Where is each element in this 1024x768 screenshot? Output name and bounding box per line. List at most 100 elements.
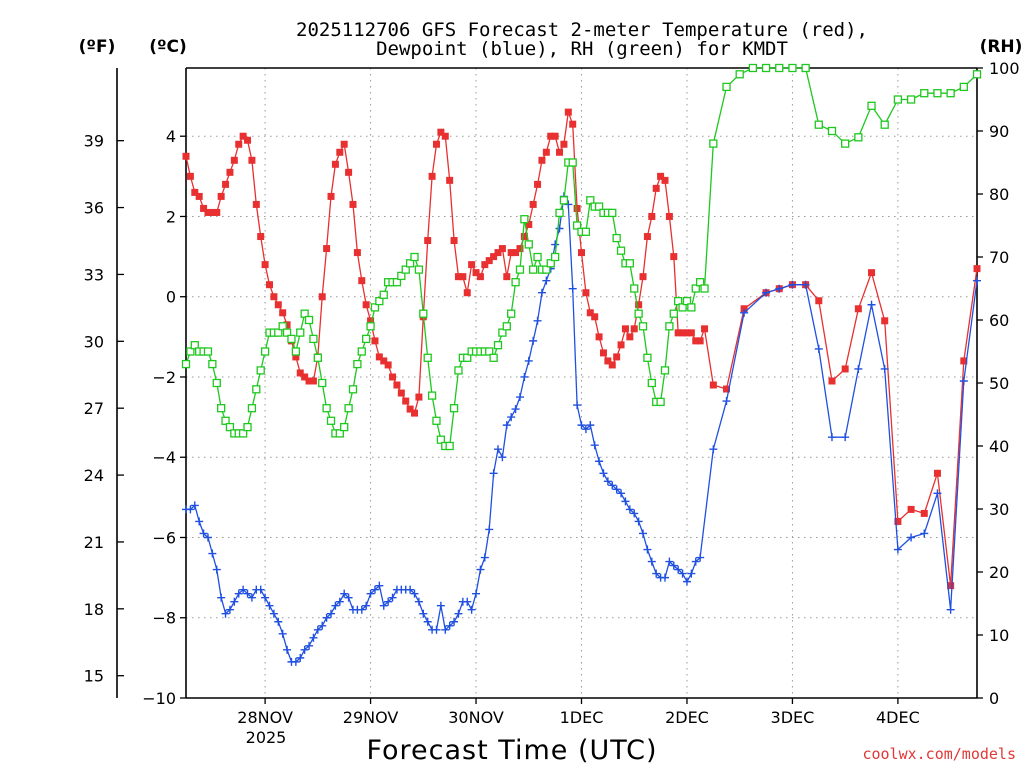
dewpoint-point <box>472 589 481 598</box>
dewpoint-point <box>234 589 243 598</box>
2-meter-temperature-point <box>463 289 471 297</box>
rh-point <box>221 416 230 425</box>
dewpoint-point <box>660 573 669 582</box>
dewpoint-line <box>186 194 978 663</box>
2-meter-temperature-point <box>841 365 849 373</box>
x-tick-label: 29NOV <box>343 708 399 727</box>
dewpoint-point <box>436 601 445 610</box>
2-meter-temperature-point <box>595 333 603 341</box>
2-meter-temperature-point <box>446 176 454 184</box>
rh-point <box>313 353 322 362</box>
2-meter-temperature-point <box>639 273 647 281</box>
2-meter-temperature-point <box>239 132 247 140</box>
2-meter-temperature-point <box>226 168 234 176</box>
2-meter-temperature-point <box>635 301 643 309</box>
2-meter-temperature-point <box>534 180 542 188</box>
2-meter-temperature-point <box>358 277 366 285</box>
2-meter-temperature-point <box>213 208 221 216</box>
celsius-unit-label: (ºC) <box>149 37 187 57</box>
rh-point <box>678 303 687 312</box>
dewpoint-point <box>577 421 586 430</box>
x-tick-label: 4DEC <box>876 708 920 727</box>
2-meter-temperature-point <box>538 156 546 164</box>
dewpoint-point <box>933 489 942 498</box>
dewpoint-point <box>450 617 459 626</box>
dewpoint-point <box>406 585 415 594</box>
dewpoint-point <box>432 625 441 634</box>
2-meter-temperature-point <box>270 293 278 301</box>
dewpoint-point <box>529 336 538 345</box>
fahrenheit-tick-label: 36 <box>84 199 104 218</box>
rh-point <box>735 70 744 79</box>
2-meter-temperature-point <box>230 156 238 164</box>
rh-point <box>181 359 191 369</box>
2-meter-temperature-point <box>687 329 695 337</box>
rh-point <box>348 385 358 394</box>
dewpoint-point <box>595 457 604 466</box>
2-meter-temperature-point <box>498 245 506 253</box>
fahrenheit-tick-label: 24 <box>84 466 104 485</box>
2-meter-temperature-point <box>476 273 484 281</box>
rh-point <box>608 208 617 218</box>
dewpoint-point <box>212 565 221 574</box>
dewpoint-point <box>441 625 450 634</box>
rh-point <box>520 215 529 224</box>
dewpoint-point <box>186 505 195 514</box>
2-meter-temperature-point <box>582 289 590 297</box>
dewpoint-point <box>265 601 274 610</box>
dewpoint-point <box>608 481 617 490</box>
dewpoint-point <box>340 589 349 598</box>
dewpoint-point <box>309 633 318 642</box>
2-meter-temperature-point <box>854 305 862 313</box>
rh-point <box>625 259 634 268</box>
celsius-tick-label: −2 <box>152 368 176 387</box>
dewpoint-point <box>682 577 691 586</box>
rh-point <box>775 63 784 73</box>
rh-point <box>533 252 542 262</box>
x-tick-label: 28NOV <box>237 708 293 727</box>
2-meter-temperature-point <box>362 301 370 309</box>
rh-point <box>498 328 507 337</box>
celsius-tick-label: 2 <box>166 207 176 226</box>
dewpoint-point <box>537 288 546 297</box>
rh-point <box>419 309 428 318</box>
dewpoint-point <box>239 585 248 594</box>
2-meter-temperature-point <box>569 120 577 128</box>
rh-point <box>366 322 375 331</box>
rh-point <box>405 259 415 268</box>
dewpoint-point <box>331 601 340 610</box>
dewpoint-point <box>788 280 797 289</box>
dewpoint-point <box>296 653 305 662</box>
dewpoint-point <box>208 549 217 558</box>
dewpoint-point <box>524 356 533 365</box>
dewpoint-point <box>485 525 494 534</box>
rh-unit-label: (RH) <box>980 37 1023 57</box>
x-axis-title: Forecast Time (UTC) <box>366 735 657 766</box>
celsius-tick-label: −6 <box>152 528 176 547</box>
dewpoint-point <box>230 597 239 606</box>
rh-point <box>217 404 226 413</box>
2-meter-temperature-point <box>428 172 436 180</box>
rh-point <box>449 404 459 413</box>
rh-point <box>906 95 916 104</box>
rh-tick-label: 80 <box>989 185 1009 204</box>
dewpoint-point <box>322 613 331 622</box>
rh-point <box>282 328 292 337</box>
dewpoint-point <box>357 605 366 614</box>
fahrenheit-tick-label: 39 <box>84 132 104 151</box>
rh-point <box>542 265 551 274</box>
2-meter-temperature-point <box>402 397 410 405</box>
dewpoint-point <box>740 308 749 317</box>
dewpoint-point <box>674 565 683 574</box>
dewpoint-point <box>261 593 270 602</box>
dewpoint-point <box>590 441 599 450</box>
dewpoint-point <box>634 517 643 526</box>
dewpoint-point <box>762 288 771 297</box>
dewpoint-point <box>893 545 902 554</box>
rh-point <box>555 208 564 218</box>
rh-point <box>511 278 520 287</box>
dewpoint-point <box>551 240 560 249</box>
dewpoint-point <box>467 605 476 614</box>
dewpoint-point <box>801 280 810 289</box>
2-meter-temperature-point <box>529 200 537 208</box>
